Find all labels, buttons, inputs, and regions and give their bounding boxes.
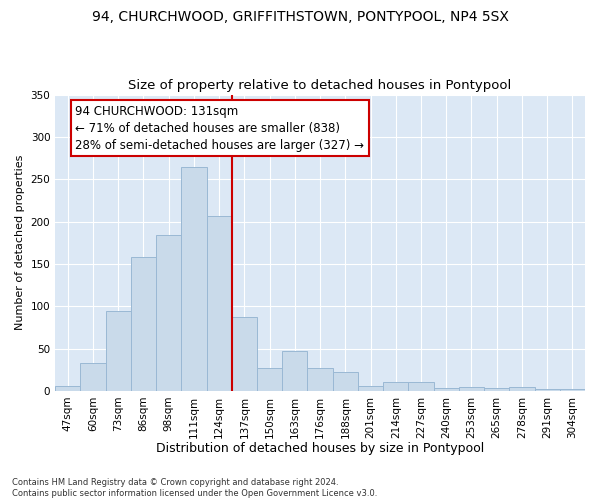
Bar bbox=[535, 389, 560, 391]
Title: Size of property relative to detached houses in Pontypool: Size of property relative to detached ho… bbox=[128, 79, 512, 92]
Text: Contains HM Land Registry data © Crown copyright and database right 2024.
Contai: Contains HM Land Registry data © Crown c… bbox=[12, 478, 377, 498]
Bar bbox=[156, 235, 181, 391]
Bar bbox=[434, 388, 459, 391]
Y-axis label: Number of detached properties: Number of detached properties bbox=[15, 155, 25, 330]
Bar bbox=[409, 382, 434, 391]
Bar bbox=[232, 317, 257, 391]
Bar bbox=[131, 257, 156, 391]
Bar bbox=[181, 166, 206, 391]
Bar bbox=[509, 388, 535, 391]
Bar bbox=[80, 363, 106, 391]
Bar bbox=[106, 312, 131, 391]
Bar bbox=[282, 351, 307, 391]
Bar bbox=[383, 382, 409, 391]
Text: 94 CHURCHWOOD: 131sqm
← 71% of detached houses are smaller (838)
28% of semi-det: 94 CHURCHWOOD: 131sqm ← 71% of detached … bbox=[76, 104, 364, 152]
X-axis label: Distribution of detached houses by size in Pontypool: Distribution of detached houses by size … bbox=[156, 442, 484, 455]
Text: 94, CHURCHWOOD, GRIFFITHSTOWN, PONTYPOOL, NP4 5SX: 94, CHURCHWOOD, GRIFFITHSTOWN, PONTYPOOL… bbox=[92, 10, 508, 24]
Bar bbox=[55, 386, 80, 391]
Bar bbox=[206, 216, 232, 391]
Bar bbox=[332, 372, 358, 391]
Bar bbox=[459, 388, 484, 391]
Bar bbox=[358, 386, 383, 391]
Bar bbox=[257, 368, 282, 391]
Bar bbox=[484, 388, 509, 391]
Bar bbox=[560, 389, 585, 391]
Bar bbox=[307, 368, 332, 391]
